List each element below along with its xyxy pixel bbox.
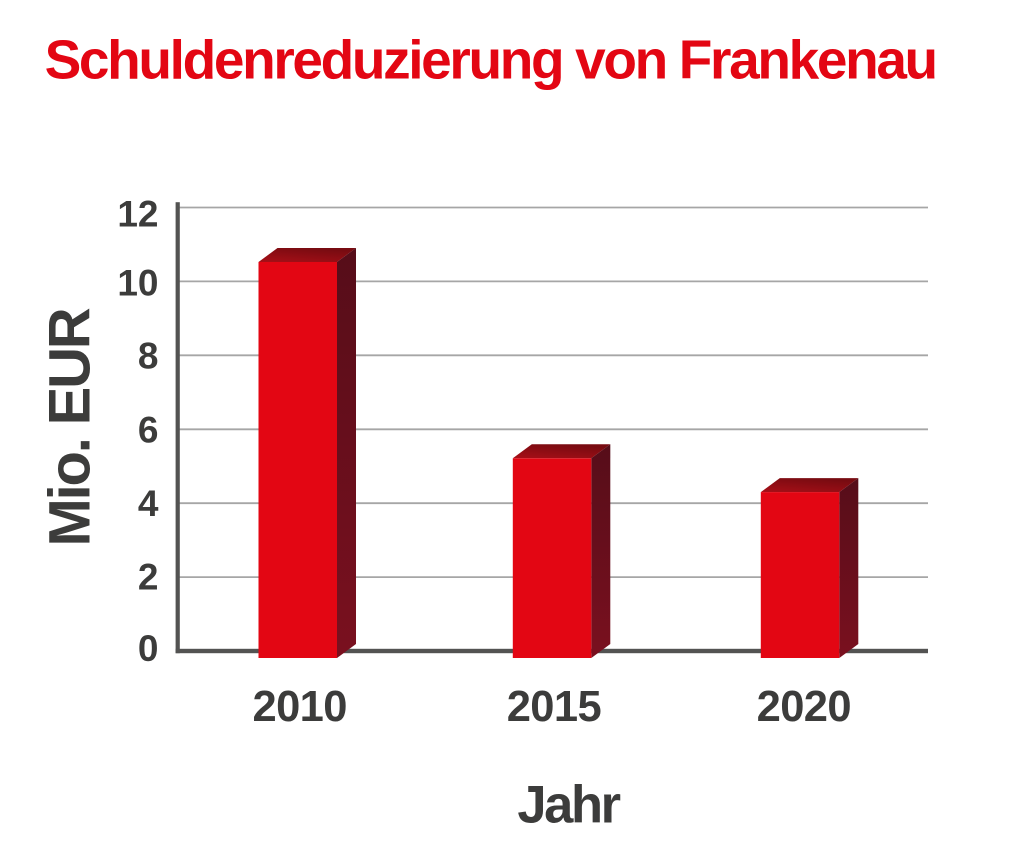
svg-text:Schuldenreduzierung von Franke: Schuldenreduzierung von Frankenau: [45, 29, 936, 91]
svg-text:0: 0: [138, 628, 159, 669]
svg-text:4: 4: [138, 483, 159, 524]
svg-text:2: 2: [138, 557, 159, 598]
svg-text:8: 8: [138, 336, 159, 377]
svg-text:2015: 2015: [507, 683, 601, 731]
svg-text:6: 6: [138, 410, 159, 451]
svg-text:Jahr: Jahr: [517, 775, 620, 834]
svg-text:Mio. EUR: Mio. EUR: [38, 308, 103, 546]
svg-text:2020: 2020: [757, 683, 851, 731]
svg-text:10: 10: [117, 262, 158, 303]
svg-text:2010: 2010: [253, 683, 347, 731]
svg-text:12: 12: [117, 194, 158, 235]
